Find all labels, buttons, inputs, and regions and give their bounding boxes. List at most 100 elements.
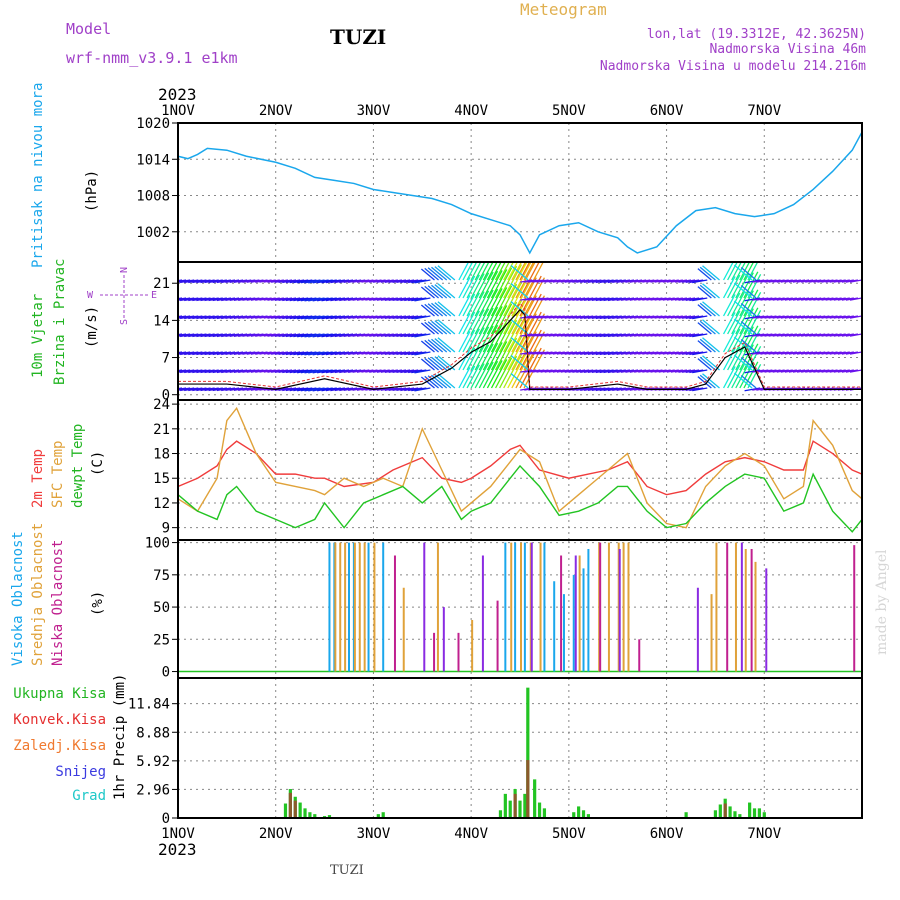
wind-barb	[692, 387, 708, 392]
wind-barb	[536, 279, 549, 283]
wind-barb	[733, 372, 753, 389]
wind-barb	[607, 387, 622, 392]
wind-barb	[348, 369, 362, 373]
wind-barb	[620, 333, 635, 337]
precip-total-bar	[283, 803, 288, 818]
wind-barb	[572, 333, 586, 337]
wind-barb	[179, 369, 195, 374]
wind-barb	[629, 333, 643, 337]
wind-barb	[184, 387, 199, 392]
wind-barb	[556, 297, 569, 301]
wind-barb	[722, 262, 734, 281]
wind-barb	[552, 351, 565, 355]
wind-barb	[841, 369, 854, 373]
wind-barb	[603, 297, 618, 302]
wind-barb	[780, 369, 793, 373]
wind-barb	[348, 279, 362, 283]
wind-barb	[697, 340, 712, 353]
wind-barb	[316, 333, 333, 338]
wind-barb	[196, 315, 211, 320]
wind-barb	[490, 287, 508, 317]
wind-barb	[196, 369, 211, 374]
wind-barb	[692, 351, 708, 356]
wind-barb	[192, 351, 207, 356]
wind-barb	[296, 387, 313, 392]
wind-barb	[837, 333, 850, 337]
wind-barb	[192, 369, 207, 374]
wind-barb	[470, 273, 485, 299]
wind-barb	[414, 333, 431, 338]
wind-barb	[289, 369, 305, 374]
wind-barb	[564, 315, 578, 319]
wind-barb	[722, 294, 736, 317]
wind-barb	[503, 282, 523, 317]
wind-barb	[572, 369, 586, 373]
wind-barb	[312, 333, 329, 338]
wind-barb	[482, 360, 499, 389]
precip-total-bar	[572, 812, 576, 818]
wind-barb	[285, 279, 301, 284]
wind-barb	[178, 369, 187, 373]
wind-barb	[392, 297, 407, 302]
wind-barb	[727, 292, 741, 317]
wind-barb	[685, 315, 700, 320]
wind-barb	[595, 297, 610, 302]
wind-barb	[595, 369, 610, 374]
wind-barb	[437, 319, 456, 335]
precip-total-bar	[752, 808, 757, 818]
wind-barb	[271, 279, 284, 283]
wind-barb	[427, 339, 444, 353]
wind-barb	[334, 351, 350, 356]
wind-barb	[792, 297, 806, 301]
wind-barb	[431, 320, 448, 335]
wind-barb	[334, 369, 350, 374]
wind-barb	[255, 369, 268, 373]
wind-barb	[685, 297, 700, 302]
wind-barb	[603, 333, 618, 338]
wind-barb	[849, 279, 862, 283]
wind-barb	[788, 297, 802, 301]
wind-barb	[458, 312, 471, 335]
wind-barb	[316, 351, 333, 356]
wind-barb	[784, 315, 797, 319]
wind-barb	[752, 351, 765, 355]
wind-barb	[625, 279, 639, 283]
wind-barb	[697, 376, 712, 389]
bottom-date-label: 1NOV	[161, 826, 195, 842]
wind-barb	[396, 297, 411, 302]
wind-barb	[845, 315, 859, 319]
wind-barb	[312, 387, 329, 392]
wind-barb	[420, 322, 435, 335]
wind-barb	[233, 297, 248, 301]
wind-barb	[801, 315, 814, 319]
wind-barb	[764, 333, 777, 337]
wind-barb	[548, 333, 561, 337]
bottom-date-label: 6NOV	[650, 826, 684, 842]
wind-barb	[293, 297, 309, 302]
pressure-line	[177, 131, 863, 255]
precip-convective-label: Konvek.Kisa	[13, 712, 106, 728]
wind-barb	[616, 315, 631, 319]
wind-barb	[837, 369, 850, 373]
y-tick-label: 1002	[136, 225, 170, 241]
wind-barb	[380, 387, 394, 391]
wind-barb	[282, 315, 297, 320]
wind-barb	[316, 279, 333, 284]
wind-barb	[583, 297, 598, 301]
wind-barb	[587, 315, 602, 320]
wind-barb	[805, 297, 818, 301]
wind-barb	[520, 315, 533, 319]
wind-barb	[434, 338, 452, 353]
wind-barb	[196, 333, 211, 338]
wind-barb	[519, 262, 531, 281]
wind-barb	[293, 279, 309, 284]
wind-barb	[772, 315, 785, 319]
y-tick-label: 7	[162, 351, 170, 367]
wind-barb	[482, 324, 499, 353]
bottom-date-label: 7NOV	[747, 826, 781, 842]
wind-barb	[474, 290, 490, 317]
wind-barb	[216, 333, 232, 338]
y-tick-label: 12	[153, 496, 170, 512]
wind-barb	[591, 369, 606, 374]
wind-barb	[178, 315, 183, 318]
